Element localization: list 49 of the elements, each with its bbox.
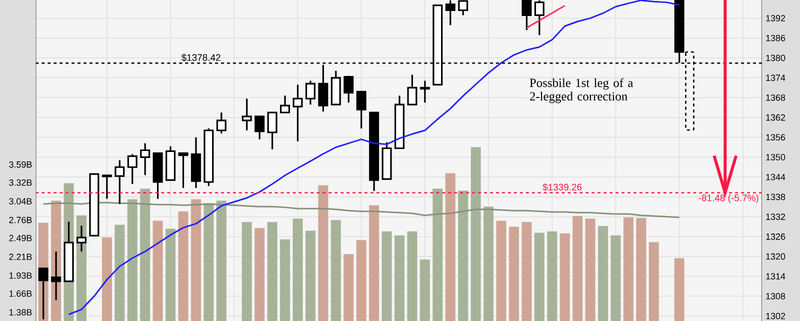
candlestick: [242, 98, 252, 132]
candlestick: [407, 74, 418, 106]
y-tick-label: 1338: [766, 194, 786, 200]
y-tick-label: 1332: [766, 214, 786, 220]
candlestick: [127, 153, 138, 185]
y-tick-label: 1314: [766, 273, 786, 280]
candlestick: [178, 152, 188, 189]
ref-line-label: $1339.26: [542, 183, 582, 192]
candlestick: [216, 112, 226, 134]
y-tick-label: 1308: [766, 293, 786, 300]
candlestick: [140, 142, 150, 176]
candlestick: [280, 94, 290, 114]
ref-line-label: $1378.42: [181, 54, 220, 62]
y2-tick-label: 2.21B: [9, 254, 32, 260]
line-series: [68, 0, 680, 316]
candlestick: [76, 224, 86, 252]
y-tick-label: 1356: [766, 134, 786, 141]
y2-tick-label: 2.49B: [9, 234, 32, 242]
y-tick-label: 1368: [766, 94, 786, 101]
y-tick-label: 1392: [766, 15, 786, 22]
y-tick-label: 1386: [766, 34, 786, 42]
candlestick: [292, 84, 303, 142]
y-tick-label: 1362: [766, 114, 786, 121]
y-tick-label: 1380: [766, 54, 786, 62]
y2-tick-label: 3.59B: [9, 161, 32, 168]
candlestick: [445, 0, 456, 26]
candlestick: [267, 112, 278, 150]
candlestick: [102, 174, 112, 200]
y2-tick-label: 3.32B: [9, 179, 32, 186]
y2-tick-label: 2.76B: [9, 216, 32, 224]
candlestick: [522, 0, 532, 31]
y-tick-label: 1350: [766, 154, 786, 160]
candlestick: [420, 80, 430, 104]
annotation: Possbile 1st leg of a 2-legged correction: [530, 78, 634, 104]
y-tick-label: 1326: [766, 233, 786, 240]
y-tick-label: 1344: [766, 174, 786, 180]
candlestick: [254, 116, 265, 140]
text: -81.48 (-5.7%): [698, 194, 758, 204]
y2-tick-label: 1.66B: [9, 290, 32, 297]
y2-tick-label: 1.93B: [9, 272, 32, 279]
y-tick-label: 1320: [766, 253, 786, 260]
candlestick: [305, 80, 316, 106]
y-tick-label: 1374: [766, 74, 786, 81]
candlestick: [356, 90, 366, 130]
candlestick: [114, 159, 125, 205]
y-tick-label: 1302: [766, 312, 786, 320]
candlestick: [344, 74, 354, 104]
y2-tick-label: 1.38B: [9, 309, 32, 316]
y2-tick-label: 3.04B: [9, 198, 32, 204]
